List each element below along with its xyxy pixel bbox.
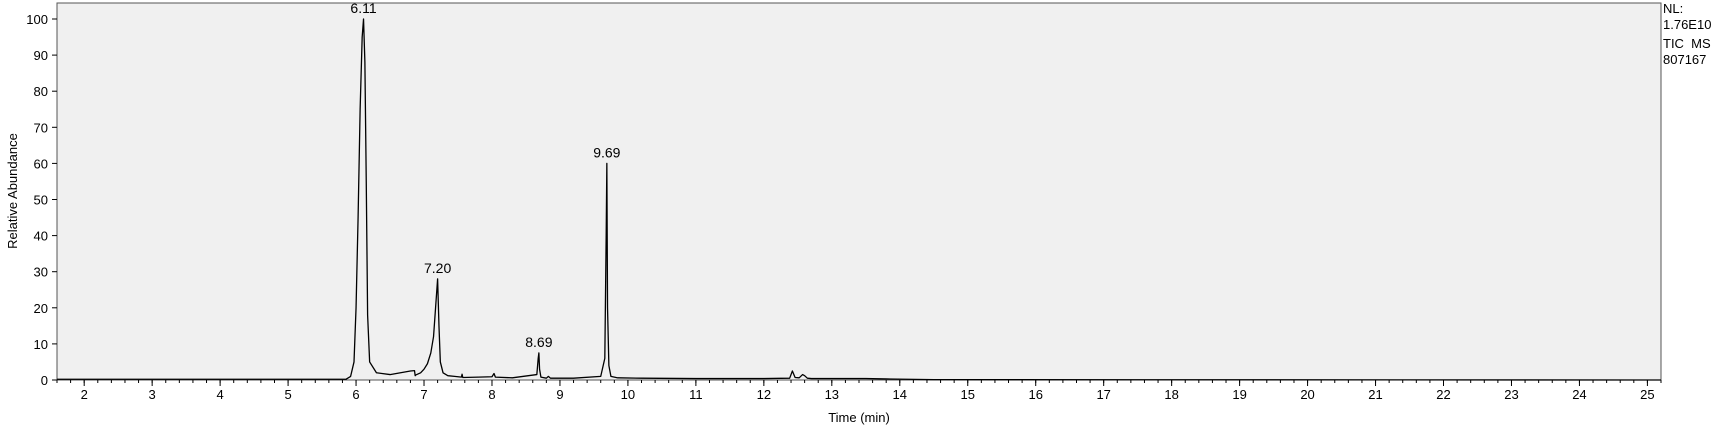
y-tick-label: 100 — [26, 12, 48, 27]
x-tick-label: 5 — [284, 387, 291, 402]
x-tick-label: 9 — [556, 387, 563, 402]
peak-label: 9.69 — [593, 144, 620, 160]
x-tick-label: 20 — [1300, 387, 1314, 402]
y-axis-title: Relative Abundance — [5, 133, 20, 249]
x-tick-label: 14 — [893, 387, 907, 402]
x-tick-label: 16 — [1028, 387, 1042, 402]
x-tick-label: 10 — [621, 387, 635, 402]
x-tick-label: 3 — [149, 387, 156, 402]
peak-label: 6.11 — [350, 0, 376, 16]
y-tick-label: 10 — [34, 337, 48, 352]
x-tick-label: 17 — [1096, 387, 1110, 402]
x-tick-label: 25 — [1640, 387, 1654, 402]
x-tick-label: 12 — [757, 387, 771, 402]
info-scan-type: TIC MS — [1663, 36, 1711, 51]
peak-labels: 6.11 7.20 8.69 9.69 — [350, 0, 620, 350]
peak-label: 8.69 — [525, 334, 552, 350]
x-tick-label: 21 — [1368, 387, 1382, 402]
x-tick-label: 24 — [1572, 387, 1586, 402]
y-tick-label: 70 — [34, 120, 48, 135]
plot-area — [56, 2, 1662, 381]
y-tick-label: 30 — [34, 265, 48, 280]
x-tick-label: 4 — [217, 387, 224, 402]
tic-trace — [57, 18, 1662, 381]
x-tick-label: 15 — [961, 387, 975, 402]
y-tick-label: 90 — [34, 48, 48, 63]
y-tick-label: 60 — [34, 156, 48, 171]
x-tick-label: 19 — [1232, 387, 1246, 402]
x-tick-label: 8 — [488, 387, 495, 402]
info-nl-value: 1.76E10 — [1663, 17, 1712, 32]
info-nl-label: NL: — [1663, 1, 1684, 16]
info-file-id: 807167 — [1663, 52, 1707, 67]
x-tick-label: 7 — [420, 387, 427, 402]
x-axis-ticks: 2 3 4 5 6 7 8 9 10 11 12 13 14 15 16 17 18 19 20 21 22 23 24 25 — [56, 380, 1662, 402]
y-tick-label: 80 — [34, 84, 48, 99]
x-tick-label: 18 — [1164, 387, 1178, 402]
x-tick-label: 22 — [1436, 387, 1450, 402]
x-tick-label: 23 — [1504, 387, 1518, 402]
x-tick-label: 6 — [352, 387, 359, 402]
y-tick-label: 0 — [41, 373, 48, 388]
y-tick-label: 40 — [34, 229, 48, 244]
x-tick-label: 11 — [689, 387, 703, 402]
x-tick-label: 13 — [825, 387, 839, 402]
y-tick-label: 20 — [34, 301, 48, 316]
peak-label: 7.20 — [424, 260, 451, 276]
y-axis-ticks: 0 10 20 30 40 50 60 70 80 90 100 — [26, 12, 57, 388]
x-tick-label: 2 — [81, 387, 88, 402]
x-axis-title: Time (min) — [828, 410, 890, 425]
y-tick-label: 50 — [34, 193, 48, 208]
